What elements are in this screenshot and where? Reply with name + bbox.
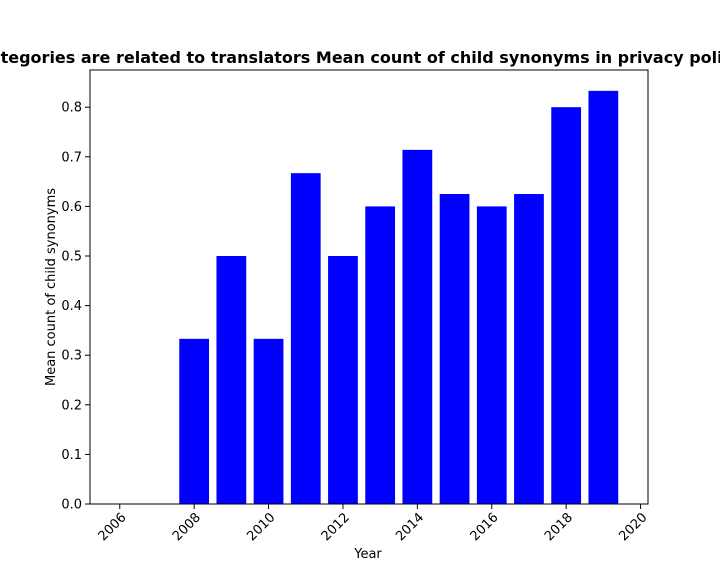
y-tick-label: 0.7 [61,150,82,165]
x-axis-label: Year [353,547,382,562]
bars-group [179,90,619,504]
y-tick-label: 0.2 [61,398,82,413]
y-tick-label: 0.4 [61,299,82,314]
x-tick-label: 2010 [244,510,278,544]
bar-2017 [514,194,544,504]
bar-2010 [253,338,284,504]
axes-frame [89,69,649,505]
y-tick-label: 0.3 [61,349,82,364]
y-tick-label: 0.6 [61,200,82,215]
bar-2008 [179,338,210,504]
bar-2019 [588,90,619,504]
y-axis-ticks: 0.0 0.1 0.2 0.3 0.4 0.5 0.6 0.7 0.8 [61,101,90,513]
bar-2015 [439,194,470,504]
bar-2016 [476,206,507,504]
x-tick-label: 2006 [96,510,130,544]
y-tick-label: 0.8 [61,101,82,116]
bar-2011 [290,173,321,504]
x-tick-label: 2018 [542,510,576,544]
bar-2013 [365,206,396,504]
x-tick-label: 2016 [468,510,502,544]
x-axis-ticks: 2006 2008 2010 2012 2014 2016 2018 2020 [96,504,650,544]
chart-title: Categories are related to translators Me… [0,48,720,67]
y-tick-label: 0.1 [61,448,82,463]
x-tick-label: 2014 [393,510,427,544]
y-tick-label: 0.5 [61,250,82,265]
bar-2014 [402,149,433,504]
y-axis-label: Mean count of child synonyms [44,188,59,386]
x-tick-label: 2020 [616,510,650,544]
x-tick-label: 2008 [170,510,204,544]
bar-2012 [328,256,358,504]
bar-2018 [551,107,582,504]
x-tick-label: 2012 [319,510,353,544]
bar-2009 [216,256,247,504]
y-tick-label: 0.0 [61,498,82,513]
